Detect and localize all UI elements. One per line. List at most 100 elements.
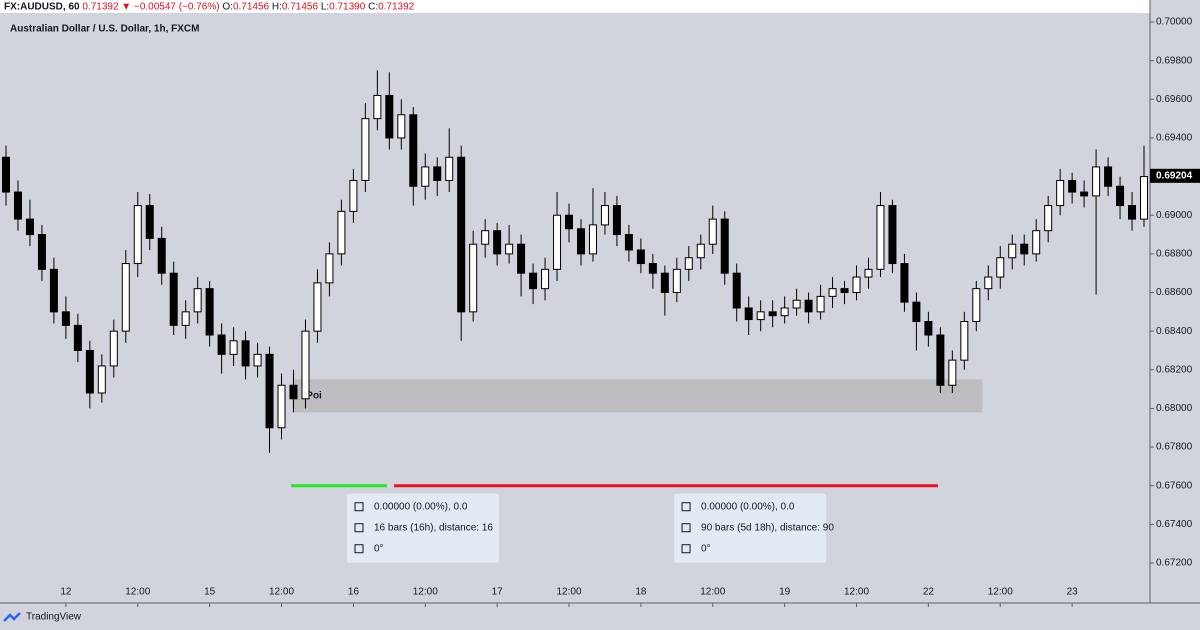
y-tick-label: 0.70000 — [1156, 17, 1193, 28]
measure-box — [674, 493, 827, 563]
candle-body — [660, 272, 669, 294]
ohlc-label: O: — [222, 1, 233, 12]
candle-body — [13, 191, 22, 220]
candle-body — [912, 301, 921, 322]
measure-box — [347, 493, 500, 563]
candle-body — [217, 334, 226, 355]
candle-body — [1056, 179, 1065, 207]
candle-body — [612, 205, 621, 236]
candle-body — [828, 288, 837, 297]
x-tick-label: 15 — [204, 587, 216, 598]
candle-body — [553, 214, 562, 270]
candle-body — [732, 272, 741, 309]
poi-label: Poi — [306, 391, 322, 402]
candle-body — [756, 311, 765, 321]
x-tick-label: 16 — [348, 587, 360, 598]
candle-body — [37, 234, 46, 270]
candle-body — [744, 307, 753, 321]
x-tick-label: 22 — [923, 587, 935, 598]
candle-body — [972, 288, 981, 322]
ohlc-value: 0.71456 — [233, 1, 270, 12]
y-tick-label: 0.69600 — [1156, 94, 1193, 105]
x-tick-label: 23 — [1067, 587, 1079, 598]
candle-body — [864, 268, 873, 278]
candle-body — [1080, 191, 1089, 197]
candle-body — [696, 243, 705, 259]
candle-body — [1116, 185, 1125, 207]
x-tick-label: 18 — [635, 587, 647, 598]
candle-body — [61, 311, 70, 326]
candle-body — [493, 230, 502, 255]
candle-body — [265, 353, 274, 429]
candle-body — [373, 94, 382, 120]
x-tick-label: 12:00 — [269, 587, 294, 598]
measure-text: 0° — [701, 543, 711, 554]
measure-text: 0.00000 (0.00%), 0.0 — [374, 501, 468, 512]
candle-body — [157, 237, 166, 274]
ohlc-label: L: — [321, 1, 329, 12]
candle-body — [133, 205, 142, 265]
candle-body — [289, 384, 298, 400]
candle-body — [1104, 166, 1113, 187]
x-tick-label: 12:00 — [556, 587, 581, 598]
candle-body — [852, 276, 861, 294]
symbol: FX:AUDUSD, 60 — [4, 1, 80, 12]
measure-text: 90 bars (5d 18h), distance: 90 — [701, 522, 834, 533]
y-tick-label: 0.68200 — [1156, 364, 1193, 375]
x-tick-label: 19 — [779, 587, 791, 598]
candle-body — [636, 249, 645, 265]
candle-body — [505, 243, 514, 255]
x-tick-label: 12:00 — [844, 587, 869, 598]
y-tick-label: 0.68800 — [1156, 249, 1193, 260]
measure-icon — [681, 523, 691, 533]
candle-body — [684, 257, 693, 270]
candle-body — [876, 205, 885, 270]
candle-body — [85, 349, 94, 394]
ohlc-label: H: — [272, 1, 282, 12]
candle-body — [900, 263, 909, 303]
measure-icon — [354, 544, 364, 554]
candle-body — [840, 288, 849, 294]
candle-body — [888, 205, 897, 265]
candle-body — [1140, 176, 1149, 220]
candle-body — [565, 214, 574, 230]
y-tick-label: 0.67200 — [1156, 558, 1193, 569]
candle-body — [708, 218, 717, 245]
y-tick-label: 0.67400 — [1156, 519, 1193, 530]
y-tick-label: 0.68400 — [1156, 326, 1193, 337]
candle-body — [648, 263, 657, 274]
candle-body — [121, 263, 130, 332]
measure-text: 16 bars (16h), distance: 16 — [374, 522, 493, 533]
candle-body — [457, 156, 466, 313]
chart-title: Australian Dollar / U.S. Dollar, 1h, FXC… — [10, 24, 199, 35]
ohlc-value: 0.71456 — [282, 1, 319, 12]
candle-body — [924, 320, 933, 336]
candle-body — [229, 340, 238, 355]
candle-body — [433, 166, 442, 181]
candle-body — [385, 94, 394, 139]
candle-body — [720, 218, 729, 274]
x-tick-label: 12 — [60, 587, 72, 598]
candle-body — [421, 166, 430, 187]
candle-body — [301, 330, 310, 400]
candle-body — [996, 257, 1005, 278]
candle-body — [768, 311, 777, 317]
candle-body — [97, 365, 106, 394]
candle-body — [313, 282, 322, 332]
candle-body — [181, 311, 190, 326]
y-tick-label: 0.69000 — [1156, 210, 1193, 221]
candle-body — [1068, 179, 1077, 193]
y-tick-label: 0.69800 — [1156, 55, 1193, 66]
y-tick-label: 0.68000 — [1156, 403, 1193, 414]
header: FX:AUDUSD, 60 0.71392 ▼ −0.00547 (−0.76%… — [4, 1, 415, 12]
last: 0.71392 — [82, 1, 119, 12]
candle-body — [73, 324, 82, 351]
y-tick-label: 0.69400 — [1156, 133, 1193, 144]
candle-body — [349, 179, 358, 212]
candle-body — [936, 334, 945, 386]
x-tick-label: 12:00 — [125, 587, 150, 598]
candle-body — [672, 268, 681, 294]
candle-body — [277, 384, 286, 429]
